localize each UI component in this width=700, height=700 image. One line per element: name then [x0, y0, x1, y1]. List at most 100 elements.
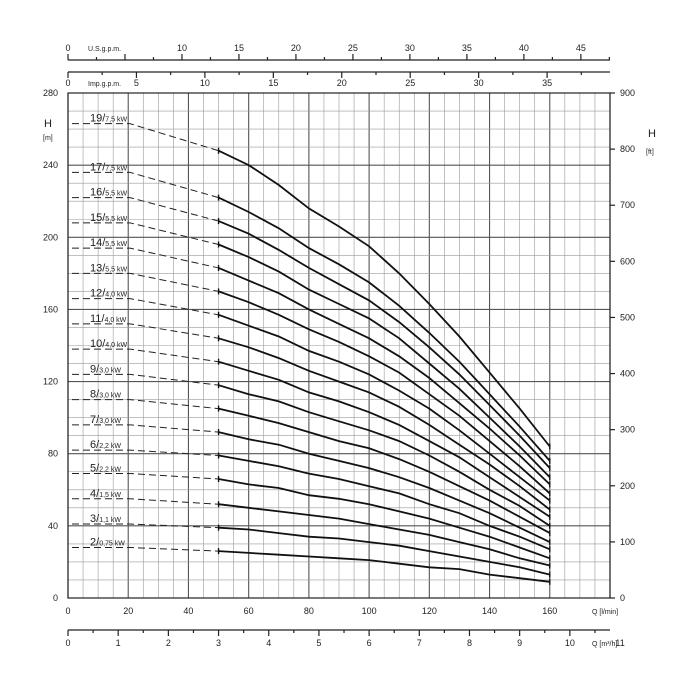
curve-label-12: 12/4,0 kW [90, 288, 127, 300]
leader-line-12 [72, 298, 219, 316]
leader-line-17 [72, 171, 219, 199]
bottom2-tick-label: 10 [565, 638, 575, 648]
curve-motor-power: 4,0 kW [104, 317, 126, 324]
leader-lines [72, 123, 219, 552]
bottom2-tick-label: 3 [216, 638, 221, 648]
curve-model-number: 10/ [90, 338, 106, 350]
curve-19 [218, 149, 551, 448]
top1-tick-label: 45 [576, 43, 586, 53]
curve-label-6: 6/2,2 kW [90, 439, 121, 451]
leader-line-2 [72, 547, 219, 552]
curve-label-3: 3/1,1 kW [90, 513, 121, 525]
top2-axis-label: Imp.g.p.m. [88, 81, 121, 88]
right-tick-label: 900 [620, 88, 635, 98]
leader-line-9 [72, 373, 219, 386]
bottom-tick-label: 120 [422, 606, 437, 616]
bottom-tick-label: 140 [482, 606, 497, 616]
tick-labels: 04080120160200240280H[m]0100200300400500… [43, 43, 656, 648]
curve-label-11: 11/4,0 kW [90, 313, 127, 325]
leader-line-6 [72, 449, 219, 457]
top2-tick-label: 20 [337, 78, 347, 88]
right-tick-label: 300 [620, 425, 635, 435]
curve-motor-power: 5,5 kW [105, 216, 127, 223]
leader-line-16 [72, 197, 219, 222]
top1-tick-label: 10 [177, 43, 187, 53]
bottom-tick-label: 160 [542, 606, 557, 616]
left-tick-label: 280 [43, 88, 58, 98]
bottom2-tick-label: 11 [615, 638, 624, 648]
top2-tick-label: 15 [268, 78, 278, 88]
curve-model-number: 5/ [90, 463, 100, 475]
bottom-axis-label: Q [l/min] [592, 609, 618, 616]
leader-line-7 [72, 424, 219, 433]
curve-motor-power: 1,5 kW [99, 492, 121, 499]
right-tick-label: 500 [620, 312, 635, 322]
left-axis-label: H [44, 118, 52, 130]
top1-tick-label: 40 [519, 43, 529, 53]
top2-tick-label: 35 [542, 78, 552, 88]
curve-3 [218, 526, 551, 576]
curve-8 [218, 407, 551, 534]
curve-label-16: 16/5,5 kW [90, 187, 127, 199]
curve-model-number: 3/ [90, 513, 100, 525]
top1-tick-label: 35 [462, 43, 472, 53]
bottom2-tick-label: 7 [417, 638, 422, 648]
left-axis-unit: [m] [43, 135, 53, 142]
bottom2-tick-label: 9 [517, 638, 522, 648]
curve-motor-power: 2,2 kW [99, 443, 121, 450]
bottom2-tick-label: 4 [266, 638, 271, 648]
curve-model-number: 15/ [90, 212, 106, 224]
curve-9 [218, 384, 551, 527]
bottom2-tick-label: 8 [467, 638, 472, 648]
top1-tick-label: 20 [291, 43, 301, 53]
curve-label-7: 7/3,0 kW [90, 414, 121, 426]
top2-tick-label: 10 [200, 78, 210, 88]
leader-line-19 [72, 123, 219, 152]
curve-label-5: 5/2,2 kW [90, 463, 121, 475]
curve-4 [218, 503, 551, 567]
curve-13 [218, 290, 551, 495]
curve-motor-power: 3,0 kW [99, 393, 121, 400]
curve-motor-power: 1,1 kW [99, 517, 121, 524]
curve-model-number: 7/ [90, 414, 100, 426]
bottom2-tick-label: 2 [166, 638, 171, 648]
curve-motor-power: 5,5 kW [105, 266, 127, 273]
leader-line-4 [72, 498, 219, 505]
axes [67, 54, 615, 636]
curve-motor-power: 7,5 kW [105, 165, 127, 172]
curve-label-8: 8/3,0 kW [90, 389, 121, 401]
right-axis-unit: [ft] [646, 149, 654, 156]
curve-12 [218, 313, 551, 502]
curve-5 [218, 478, 551, 560]
curve-label-15: 15/5,5 kW [90, 212, 127, 224]
left-tick-label: 40 [48, 521, 58, 531]
right-axis-label: H [648, 128, 656, 140]
curve-motor-power: 3,0 kW [99, 367, 121, 374]
curve-motor-power: 4,0 kW [105, 292, 127, 299]
left-tick-label: 160 [43, 304, 58, 314]
curve-motor-power: 3,0 kW [99, 418, 121, 425]
curve-model-number: 11/ [90, 313, 105, 325]
curve-motor-power: 5,5 kW [105, 241, 127, 248]
bottom2-tick-label: 5 [316, 638, 321, 648]
performance-curves [217, 147, 551, 585]
left-tick-label: 200 [43, 232, 58, 242]
top1-axis-label: U.S.g.p.m. [88, 46, 121, 53]
curve-label-10: 10/4,0 kW [90, 338, 127, 350]
leader-line-13 [72, 272, 219, 292]
bottom-tick-label: 100 [362, 606, 377, 616]
right-tick-label: 200 [620, 481, 635, 491]
top1-tick-label: 25 [348, 43, 358, 53]
curve-11 [218, 337, 551, 511]
curve-15 [218, 243, 551, 478]
bottom-tick-label: 60 [244, 606, 254, 616]
curve-motor-power: 7,5 kW [105, 117, 127, 124]
right-tick-label: 800 [620, 144, 635, 154]
curve-label-14: 14/5,5 kW [90, 237, 127, 249]
curve-model-number: 4/ [90, 488, 100, 500]
curve-label-2: 2/0,75 kW [90, 537, 125, 549]
curve-motor-power: 5,5 kW [105, 191, 127, 198]
right-tick-label: 600 [620, 256, 635, 266]
curve-10 [218, 360, 551, 518]
